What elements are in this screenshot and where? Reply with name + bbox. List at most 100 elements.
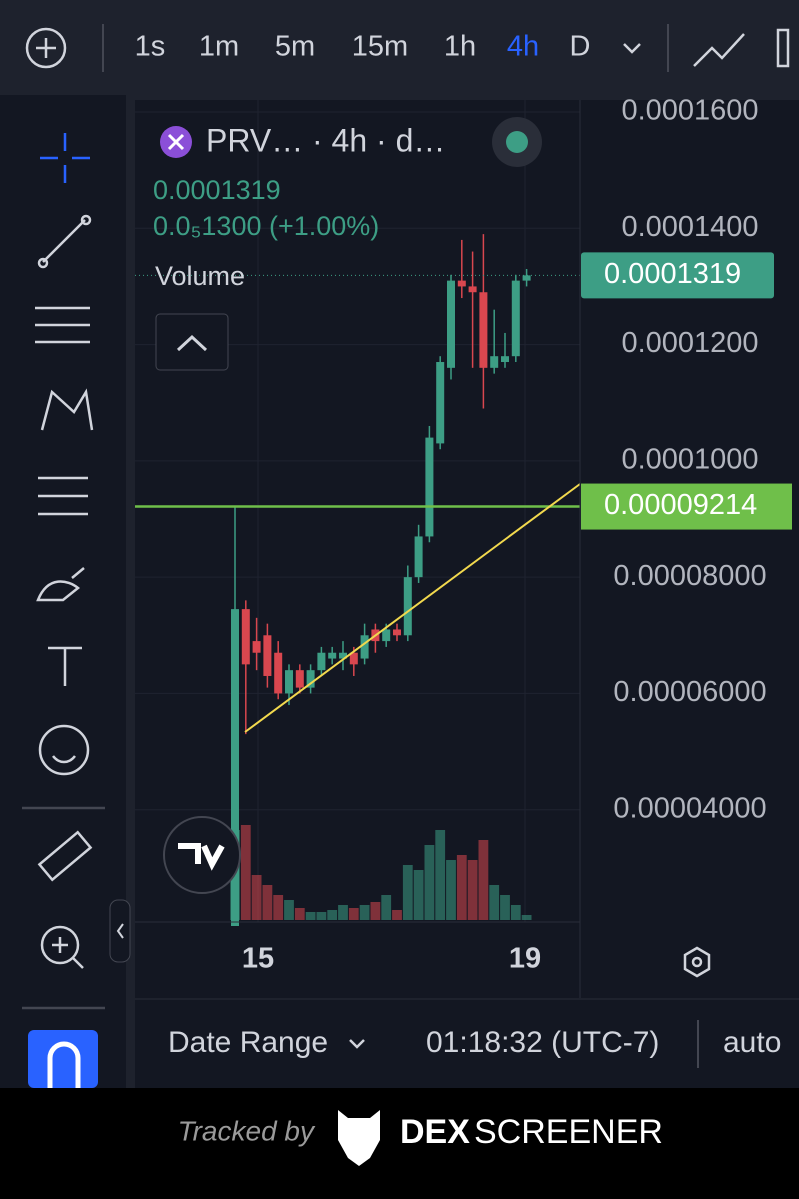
volume-bar <box>240 825 251 920</box>
volume-bar <box>510 905 521 920</box>
text-tool[interactable] <box>48 646 82 686</box>
candle-body <box>285 670 293 694</box>
timeframe[interactable]: 15m <box>352 31 408 63</box>
volume-bar <box>305 912 316 920</box>
candle-body <box>511 280 520 357</box>
range-chevron <box>349 1039 365 1049</box>
collapse-chevron <box>116 923 124 939</box>
magnet-icon <box>47 1041 81 1088</box>
candle-body <box>231 609 239 926</box>
volume-bar <box>435 830 446 920</box>
symbol: PRV… <box>206 122 303 158</box>
legend-price: 0.0001319 <box>153 175 281 205</box>
volume-bar <box>402 865 413 920</box>
candle-body <box>328 652 337 659</box>
volume-bar <box>478 840 489 920</box>
crosshair-tool[interactable] <box>40 133 90 183</box>
candle-body <box>252 641 261 653</box>
price-label: 0.00008000 <box>613 560 766 592</box>
timeframe[interactable]: 4h <box>507 31 539 63</box>
left-toolbar <box>0 95 126 1088</box>
emoji-tool[interactable] <box>38 724 90 776</box>
volume-bar <box>456 855 467 920</box>
candle-body <box>317 652 326 671</box>
candle-body <box>295 670 304 688</box>
hline-label: 0.00009214 <box>604 489 757 521</box>
auto-scale[interactable]: auto <box>723 1026 781 1059</box>
collapse-handle[interactable] <box>109 899 131 963</box>
candle-body <box>306 670 315 688</box>
date-range[interactable]: Date Range <box>168 1026 328 1059</box>
chevron-up <box>176 334 208 352</box>
candle-body <box>501 356 509 363</box>
ruler-tool[interactable] <box>37 830 93 882</box>
candle-body <box>457 280 466 287</box>
settings-icon[interactable] <box>683 946 711 978</box>
volume-bar <box>348 908 359 920</box>
trendline-tool[interactable] <box>42 219 86 263</box>
volume-bar <box>413 870 424 920</box>
volume-bar <box>338 905 348 920</box>
line-chart-icon[interactable] <box>693 33 745 67</box>
add-button[interactable] <box>25 27 67 69</box>
interval: · 4h · d… <box>312 122 445 158</box>
candle-body <box>360 635 369 659</box>
candle-body <box>382 629 391 642</box>
zoom-glyph <box>52 937 84 969</box>
token-x <box>167 133 185 151</box>
legend-change: 0.0₅1300 (+1.00%) <box>153 211 379 241</box>
fib-tool[interactable] <box>38 476 88 516</box>
brush-tool[interactable] <box>36 567 85 602</box>
volume-label: Volume <box>155 261 245 291</box>
candle-icon[interactable] <box>776 28 790 68</box>
volume-bar <box>467 860 478 920</box>
tracked-by: Tracked by <box>178 1115 316 1146</box>
pattern-tool[interactable] <box>40 388 94 431</box>
price-label: 0.0001200 <box>621 327 758 359</box>
timeframe[interactable]: D <box>570 31 591 63</box>
timeframe[interactable]: 1h <box>444 31 476 63</box>
last-price-tag <box>581 252 774 299</box>
collapse-legend[interactable] <box>155 313 229 371</box>
drawing-tools <box>22 133 105 1010</box>
candle-body <box>274 652 283 694</box>
tool-dot <box>80 214 92 226</box>
price-label: 0.0001600 <box>621 95 758 127</box>
candle-body <box>349 652 358 665</box>
price-label: 0.0001400 <box>621 211 758 243</box>
top-toolbar: 1s 1m 5m 15m 1h 4h D <box>25 24 790 72</box>
volume-bar <box>262 885 273 920</box>
status-dot <box>506 131 528 153</box>
candle-body <box>490 356 499 368</box>
candle-body <box>241 609 250 665</box>
timeframe[interactable]: 1m <box>199 31 239 63</box>
candle-body <box>339 652 347 659</box>
volume-bar <box>251 875 262 920</box>
candle-body <box>403 577 412 636</box>
dex-logo <box>338 1110 380 1166</box>
zoom-tool[interactable] <box>40 925 80 965</box>
more-chevron[interactable] <box>623 43 641 54</box>
price-label: 0.0001000 <box>621 444 758 476</box>
brand-dex: DEX <box>400 1113 470 1151</box>
time-label: 19 <box>509 943 541 975</box>
time-label: 15 <box>242 943 274 975</box>
footer <box>0 1088 799 1199</box>
timeframe[interactable]: 1s <box>135 31 166 63</box>
volume-bar <box>273 895 284 920</box>
chart: 0.0001600 0.0001400 0.0001200 0.0001000 0.00… <box>135 95 792 975</box>
volume-bar <box>327 910 338 920</box>
volume-bar <box>446 860 456 920</box>
candle-body <box>393 629 401 636</box>
candle-body <box>425 437 434 537</box>
parallel-tool[interactable] <box>35 306 90 344</box>
candle-body <box>479 292 488 368</box>
bottom-bar <box>135 1000 799 1088</box>
candle-body <box>522 275 531 281</box>
volume-bar <box>370 902 381 920</box>
volume-bar <box>500 895 510 920</box>
timeframe[interactable]: 5m <box>275 31 315 63</box>
candle-body <box>414 536 423 578</box>
magnet-button[interactable] <box>28 1030 98 1088</box>
candle-body <box>447 280 455 368</box>
